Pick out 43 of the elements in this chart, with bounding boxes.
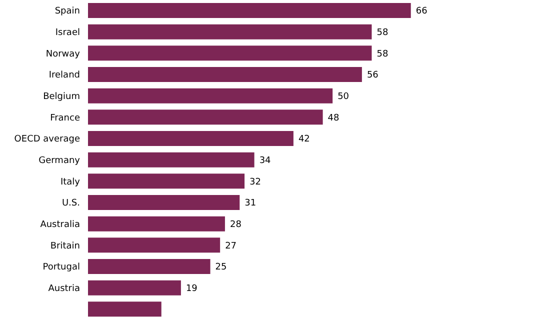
bar [88, 195, 240, 210]
bar [88, 3, 411, 18]
y-tick-label: Britain [50, 241, 80, 252]
data-label: 58 [376, 49, 388, 60]
data-label: 58 [376, 28, 388, 38]
data-label: 32 [250, 177, 261, 188]
data-label: 28 [230, 220, 242, 230]
y-tick-label: OECD average [14, 134, 80, 145]
bar [88, 174, 245, 189]
bar [88, 24, 372, 40]
data-label: 48 [328, 113, 340, 124]
y-tick-label: Ireland [48, 70, 80, 81]
y-tick-label: Portugal [42, 262, 80, 273]
data-label: 42 [298, 134, 310, 145]
data-label: 50 [338, 92, 350, 102]
bar [88, 216, 225, 232]
y-tick-label: Germany [38, 156, 81, 166]
bar [88, 152, 254, 168]
y-tick-label: Norway [46, 49, 81, 60]
data-label: 25 [215, 262, 227, 273]
data-label: 19 [186, 284, 198, 294]
bar [88, 280, 181, 296]
bar [88, 67, 362, 82]
y-tick-label: Belgium [43, 92, 80, 102]
y-tick-label: Israel [55, 28, 80, 38]
data-label: 31 [244, 198, 256, 209]
bar [88, 110, 323, 125]
data-label: 27 [225, 241, 237, 252]
data-label: 66 [416, 6, 428, 17]
data-label: 34 [259, 156, 272, 166]
bar [88, 238, 220, 253]
data-label: 56 [366, 70, 379, 81]
bar [88, 88, 333, 104]
y-tick-label: U.S. [62, 198, 80, 209]
y-tick-label: France [50, 113, 80, 124]
bar [88, 259, 210, 274]
bar [88, 131, 294, 146]
y-tick-label: Italy [60, 177, 81, 188]
y-tick-label: Australia [40, 220, 80, 230]
y-tick-label: Spain [54, 6, 80, 17]
bar [88, 46, 372, 61]
y-tick-label: Austria [48, 284, 80, 294]
bar [88, 302, 162, 317]
